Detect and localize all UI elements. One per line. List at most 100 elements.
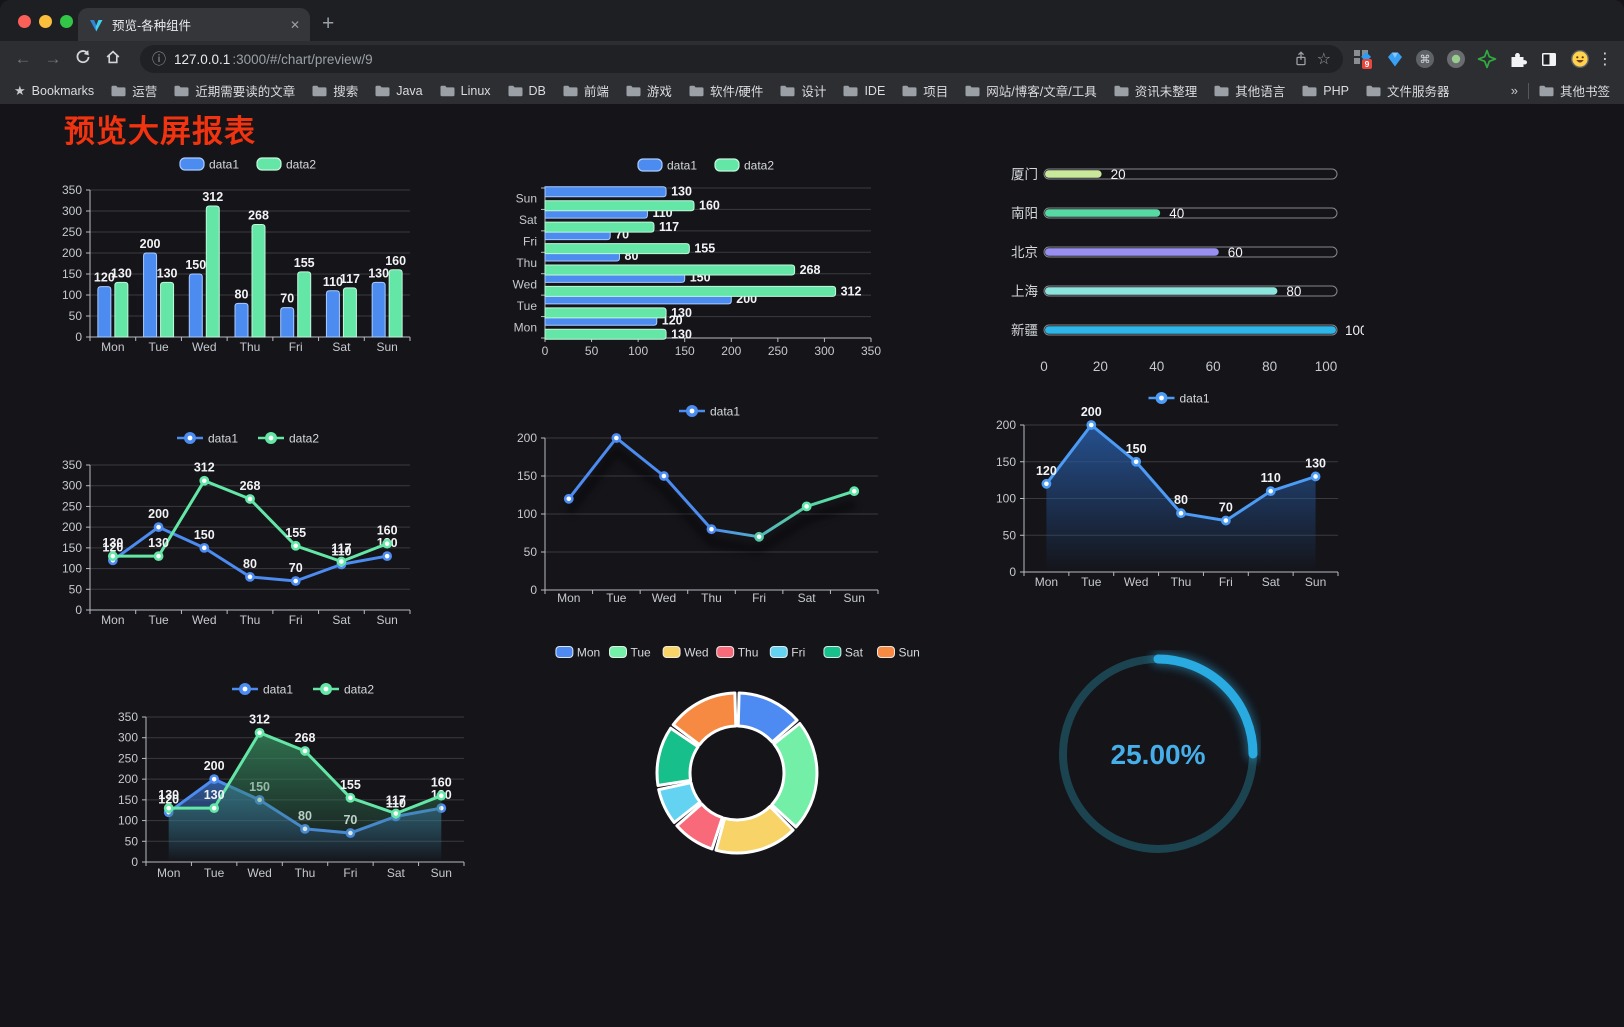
record-icon[interactable] [1446, 49, 1466, 69]
pie-slice[interactable] [655, 726, 700, 787]
bar[interactable] [251, 223, 266, 338]
bar[interactable] [297, 271, 312, 338]
menu-kebab-icon[interactable]: ⋮ [1597, 51, 1613, 68]
data-point[interactable] [199, 542, 210, 553]
data-point[interactable] [801, 501, 812, 512]
bar[interactable] [280, 307, 295, 338]
data-point[interactable] [706, 524, 717, 535]
home-icon[interactable] [100, 48, 126, 71]
legend-item[interactable]: Fri [769, 646, 805, 660]
bookmark-item[interactable]: 软件/硬件 [689, 81, 763, 100]
gem-icon[interactable] [1384, 49, 1404, 69]
pie-slice[interactable] [736, 691, 799, 744]
back-icon[interactable]: ← [14, 49, 32, 68]
bookmark-item[interactable]: 资讯未整理 [1114, 81, 1197, 100]
legend-item[interactable]: data1 [232, 683, 293, 697]
data-point[interactable] [290, 576, 301, 586]
bar[interactable] [388, 269, 403, 338]
data-point[interactable] [153, 522, 164, 533]
bar[interactable] [325, 290, 340, 338]
bar[interactable] [544, 186, 667, 198]
browser-tab[interactable]: 预览-各种组件 ✕ [78, 8, 310, 41]
data-point[interactable] [1131, 456, 1142, 467]
bookmark-item[interactable]: 游戏 [626, 81, 672, 100]
puzzle-icon[interactable] [1508, 49, 1528, 69]
data-point[interactable] [1176, 508, 1186, 519]
bookmark-item[interactable]: 近期需要读的文章 [174, 81, 295, 100]
progress-row[interactable]: 新疆 100 [1011, 323, 1368, 338]
legend-item[interactable]: data1 [679, 405, 740, 419]
pie-slice[interactable] [671, 691, 738, 747]
new-tab-button[interactable]: + [322, 12, 335, 35]
data-point[interactable] [1310, 471, 1321, 482]
share-icon[interactable] [1293, 50, 1309, 68]
pie-slice[interactable] [675, 802, 724, 851]
bar[interactable] [544, 200, 695, 212]
pie-slice[interactable] [770, 722, 819, 829]
address-bar[interactable]: ⓘ 127.0.0.1:3000/#/chart/preview/9 ☆ [140, 45, 1343, 73]
close-window-button[interactable] [18, 15, 31, 28]
data-point[interactable] [382, 551, 393, 562]
legend-item[interactable]: Thu [716, 646, 759, 660]
progress-row[interactable]: 上海 80 [1011, 284, 1338, 299]
data-point[interactable] [163, 803, 174, 814]
bookmark-item[interactable]: Java [375, 84, 423, 98]
data-point[interactable] [245, 494, 255, 504]
legend-item[interactable]: data1 [1148, 392, 1210, 406]
bar[interactable] [342, 287, 357, 338]
legend-item[interactable]: data2 [313, 683, 374, 697]
legend-item[interactable]: data2 [714, 158, 774, 173]
bar[interactable] [114, 281, 129, 338]
data-point[interactable] [1220, 515, 1231, 526]
data-point[interactable] [563, 493, 574, 504]
data-point[interactable] [209, 774, 220, 785]
bar[interactable] [205, 205, 220, 338]
bar[interactable] [188, 273, 203, 338]
data-point[interactable] [1086, 420, 1097, 430]
data-point[interactable] [659, 471, 669, 481]
bookmark-item[interactable]: 文件服务器 [1366, 81, 1449, 100]
command-icon[interactable]: ⌘ [1415, 49, 1435, 69]
bookmark-item[interactable]: 其他语言 [1214, 81, 1285, 100]
legend-item[interactable]: data2 [256, 157, 316, 172]
bookmark-item[interactable]: 项目 [902, 81, 948, 100]
reload-icon[interactable] [70, 48, 96, 71]
data-point[interactable] [254, 727, 265, 738]
bar[interactable] [371, 281, 386, 338]
tab-close-icon[interactable]: ✕ [289, 17, 300, 32]
zoom-window-button[interactable] [60, 15, 73, 28]
legend-item[interactable]: data1 [179, 157, 239, 172]
bookmark-star-icon[interactable]: ☆ [1316, 51, 1331, 68]
bar[interactable] [160, 281, 175, 338]
legend-item[interactable]: Sat [823, 646, 864, 660]
data-point[interactable] [300, 746, 310, 756]
bookmark-item[interactable]: IDE [843, 84, 885, 98]
bar[interactable] [544, 243, 690, 255]
data-point[interactable] [611, 433, 622, 443]
bookmark-item[interactable]: Linux [440, 84, 491, 98]
pie-slice[interactable] [714, 805, 795, 855]
legend-item[interactable]: data1 [177, 432, 238, 446]
data-point[interactable] [1041, 478, 1052, 489]
progress-row[interactable]: 南阳 40 [1011, 206, 1338, 221]
data-point[interactable] [245, 571, 255, 582]
bar[interactable] [97, 286, 112, 338]
data-point[interactable] [290, 540, 301, 551]
legend-item[interactable]: Mon [555, 646, 600, 660]
bar[interactable] [544, 328, 667, 340]
bar[interactable] [234, 302, 249, 338]
pie-slice[interactable] [657, 781, 702, 824]
other-bookmarks-folder[interactable]: 其他书签 [1539, 81, 1610, 100]
data-point[interactable] [153, 551, 164, 562]
legend-item[interactable]: Sun [877, 646, 920, 660]
page-info-icon[interactable]: ⓘ [152, 51, 166, 67]
data-point[interactable] [107, 551, 118, 562]
bookmark-item[interactable]: 设计 [780, 81, 826, 100]
progress-row[interactable]: 北京 60 [1011, 245, 1338, 260]
legend-item[interactable]: Tue [609, 646, 652, 660]
progress-row[interactable]: 厦门 20 [1011, 167, 1338, 182]
bar[interactable] [544, 264, 796, 276]
bookmark-item[interactable]: DB [508, 84, 546, 98]
bookmark-item[interactable]: PHP [1302, 84, 1349, 98]
data-point[interactable] [754, 531, 764, 542]
